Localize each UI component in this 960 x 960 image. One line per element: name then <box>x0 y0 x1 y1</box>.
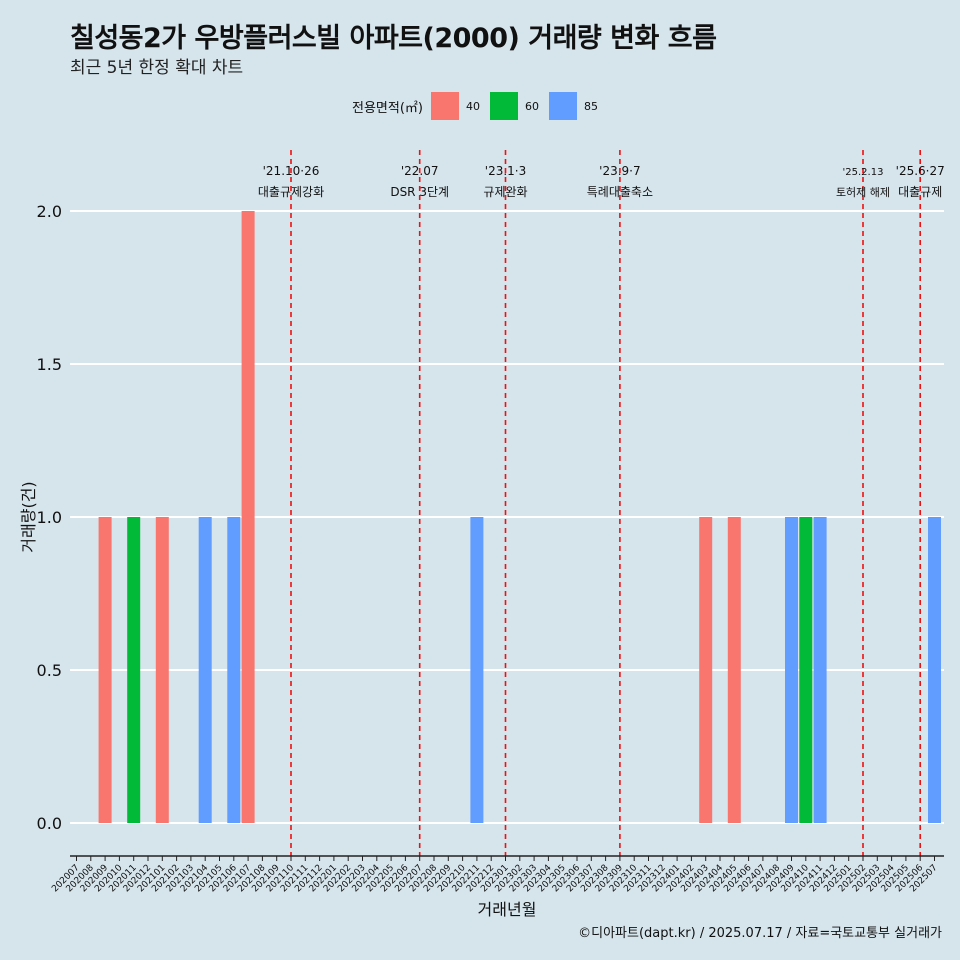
legend-item-40: 40 <box>430 92 480 120</box>
event-date-label: '22.07 <box>401 164 439 178</box>
y-axis-title: 거래량(건) <box>19 481 38 552</box>
legend-swatch-40 <box>430 92 459 120</box>
legend-label-85: 85 <box>583 99 598 113</box>
source-caption: ©디아파트(dapt.kr) / 2025.07.17 / 자료=국토교통부 실… <box>578 926 942 941</box>
event-date-label: '21.10·26 <box>263 164 320 178</box>
event-date-label: '23.9·7 <box>599 164 640 178</box>
legend-label-60: 60 <box>524 99 539 113</box>
y-tick-label: 0.5 <box>37 661 62 680</box>
bar-85-202507 <box>928 517 941 823</box>
legend-title: 전용면적(㎡) <box>352 100 423 116</box>
bar-85-202411 <box>813 517 827 823</box>
y-tick-label: 1.0 <box>37 508 62 527</box>
legend-item-60: 60 <box>489 92 539 120</box>
bar-85-202104 <box>198 517 212 823</box>
bar-40-202107 <box>241 211 255 823</box>
bar-40-202403 <box>699 517 713 823</box>
legend: 전용면적(㎡) 40 60 85 <box>0 92 960 120</box>
y-tick-label: 1.5 <box>37 355 62 374</box>
bar-85-202106 <box>227 517 241 823</box>
bar-40-202101 <box>155 517 169 823</box>
event-text-label: 대출규제 <box>898 185 942 199</box>
bar-60-202011 <box>127 517 141 823</box>
bar-40-202405 <box>727 517 741 823</box>
legend-swatch-60 <box>489 92 518 120</box>
bar-40-202009 <box>98 517 112 823</box>
legend-item-85: 85 <box>548 92 598 120</box>
bar-60-202410 <box>799 517 813 823</box>
legend-label-40: 40 <box>465 99 480 113</box>
bar-85-202211 <box>470 517 484 823</box>
event-text-label: 토허제 해제 <box>836 185 890 199</box>
x-axis-title: 거래년월 <box>478 900 537 919</box>
y-tick-label: 0.0 <box>37 814 62 833</box>
bar-85-202409 <box>785 517 798 823</box>
chart-subtitle: 최근 5년 한정 확대 차트 <box>70 58 244 78</box>
event-text-label: DSR 3단계 <box>390 185 449 199</box>
chart-title: 칠성동2가 우방플러스빌 아파트(2000) 거래량 변화 흐름 <box>70 23 717 54</box>
event-text-label: 대출규제강화 <box>258 185 324 199</box>
event-text-label: 특례대출축소 <box>587 185 653 199</box>
legend-swatch-85 <box>548 92 577 120</box>
event-text-label: 규제완화 <box>483 185 527 199</box>
event-date-label: '25.6·27 <box>896 164 945 178</box>
event-date-label: '23.1·3 <box>485 164 526 178</box>
event-date-label: '25.2.13 <box>843 167 884 178</box>
y-tick-label: 2.0 <box>37 202 62 221</box>
